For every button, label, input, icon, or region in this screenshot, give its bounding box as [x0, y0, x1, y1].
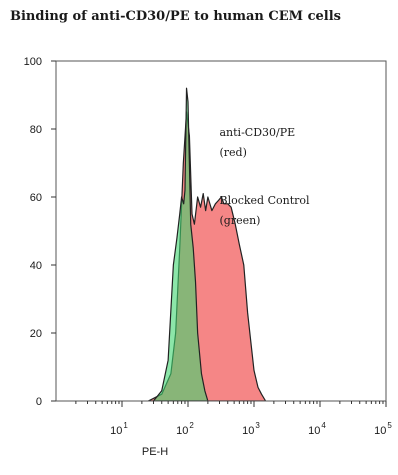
x-tick-label: 104	[308, 421, 326, 437]
x-tick-label: 101	[110, 421, 128, 437]
x-tick-label: 102	[176, 421, 194, 437]
histogram-series-2	[152, 87, 209, 401]
y-tick-label: 80	[30, 124, 42, 136]
x-axis: 101 102 103 104 105	[75, 401, 392, 437]
histogram-series-1	[147, 111, 267, 401]
y-tick-label: 20	[30, 328, 42, 340]
x-tick-exponent: 4	[321, 421, 326, 430]
legend-annotation: (green)	[219, 214, 260, 227]
y-tick-label: 60	[30, 192, 42, 204]
x-axis-label: PE-H	[142, 446, 168, 458]
x-tick-exponent: 1	[123, 421, 128, 430]
y-tick-label: 100	[24, 56, 42, 68]
y-axis: 0 20 40 60 80 100	[24, 56, 56, 408]
y-tick-label: 40	[30, 260, 42, 272]
series-layer	[147, 87, 267, 401]
chart-title: Binding of anti-CD30/PE to human CEM cel…	[10, 9, 341, 24]
plot-frame	[55, 60, 387, 402]
x-tick-exponent: 5	[387, 421, 392, 430]
y-tick-label: 0	[36, 396, 42, 408]
x-tick-label: 103	[242, 421, 260, 437]
x-tick-exponent: 2	[189, 421, 194, 430]
annotation-layer: anti-CD30/PE (red) Blocked Control (green)	[219, 126, 310, 227]
x-tick-exponent: 3	[255, 421, 260, 430]
legend-annotation: (red)	[219, 146, 246, 159]
x-tick-label: 105	[374, 421, 392, 437]
legend-annotation: Blocked Control	[219, 194, 310, 207]
legend-annotation: anti-CD30/PE	[219, 126, 295, 139]
